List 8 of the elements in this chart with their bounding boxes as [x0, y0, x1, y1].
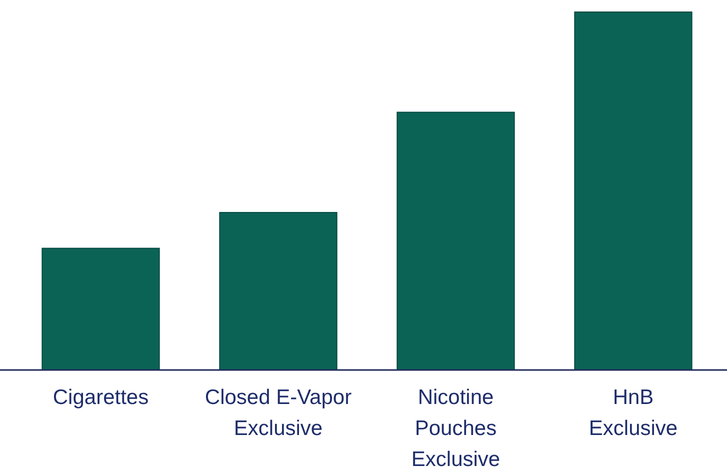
bar [42, 248, 160, 370]
x-tick-label: HnB Exclusive [588, 386, 678, 440]
x-tick-label: Nicotine Pouches Exclusive [411, 386, 500, 470]
x-tick-label: Cigarettes [52, 386, 149, 409]
bar [219, 212, 338, 370]
bar [574, 12, 692, 370]
bar [396, 112, 515, 370]
x-tick-label: Closed E-Vapor Exclusive [204, 386, 352, 440]
